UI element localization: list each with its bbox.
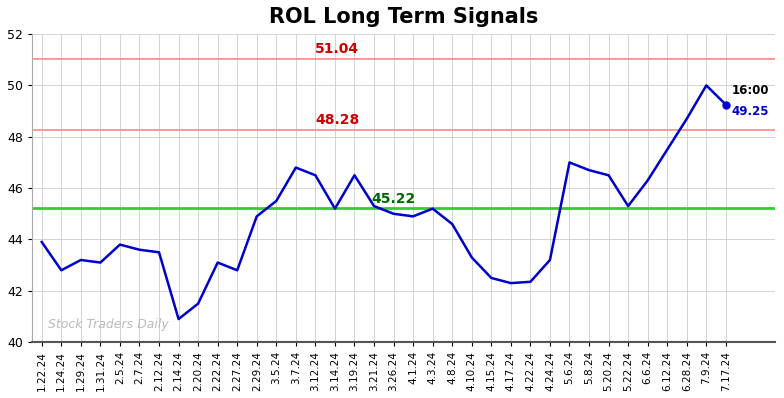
Text: 48.28: 48.28 [315, 113, 359, 127]
Text: Stock Traders Daily: Stock Traders Daily [48, 318, 169, 331]
Title: ROL Long Term Signals: ROL Long Term Signals [269, 7, 538, 27]
Text: 49.25: 49.25 [731, 105, 769, 117]
Text: 16:00: 16:00 [731, 84, 769, 97]
Text: 51.04: 51.04 [315, 42, 359, 56]
Text: 45.22: 45.22 [372, 191, 416, 205]
